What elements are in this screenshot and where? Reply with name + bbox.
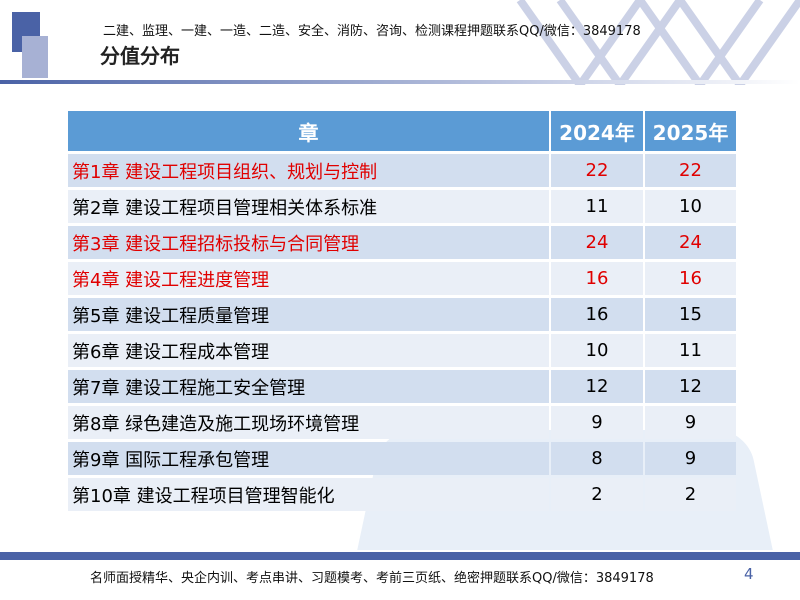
chapter-cell: 第10章 建设工程项目管理智能化	[68, 478, 549, 511]
table-row: 第9章 国际工程承包管理 8 9	[68, 442, 736, 475]
chapter-cell: 第7章 建设工程施工安全管理	[68, 370, 549, 403]
score-2025-cell: 9	[645, 442, 736, 475]
decor-square	[22, 36, 48, 78]
chapter-cell: 第2章 建设工程项目管理相关体系标准	[68, 190, 549, 223]
column-header-chapter: 章	[68, 111, 549, 151]
score-2025-cell: 12	[645, 370, 736, 403]
score-2024-cell: 10	[551, 334, 643, 367]
chapter-cell: 第6章 建设工程成本管理	[68, 334, 549, 367]
table-row: 第2章 建设工程项目管理相关体系标准 11 10	[68, 190, 736, 223]
score-2025-cell: 2	[645, 478, 736, 511]
footer-divider	[0, 552, 800, 560]
table-row: 第3章 建设工程招标投标与合同管理 24 24	[68, 226, 736, 259]
footer-ad-text: 名师面授精华、央企内训、考点串讲、习题模考、考前三页纸、绝密押题联系QQ/微信：…	[90, 571, 654, 586]
table-row: 第5章 建设工程质量管理 16 15	[68, 298, 736, 331]
score-2025-cell: 9	[645, 406, 736, 439]
header-ad-text: 二建、监理、一建、一造、二造、安全、消防、咨询、检测课程押题联系QQ/微信：38…	[103, 24, 641, 39]
score-2024-cell: 16	[551, 298, 643, 331]
header-divider	[0, 80, 800, 84]
score-2024-cell: 22	[551, 154, 643, 187]
column-header-2024: 2024年	[551, 111, 643, 151]
chapter-cell: 第8章 绿色建造及施工现场环境管理	[68, 406, 549, 439]
score-2024-cell: 2	[551, 478, 643, 511]
chapter-cell: 第4章 建设工程进度管理	[68, 262, 549, 295]
table-row: 第4章 建设工程进度管理 16 16	[68, 262, 736, 295]
score-2025-cell: 10	[645, 190, 736, 223]
score-2024-cell: 12	[551, 370, 643, 403]
score-2025-cell: 15	[645, 298, 736, 331]
score-2024-cell: 9	[551, 406, 643, 439]
score-2024-cell: 11	[551, 190, 643, 223]
column-header-2025: 2025年	[645, 111, 736, 151]
decor-lines	[516, 0, 800, 85]
table-row: 第6章 建设工程成本管理 10 11	[68, 334, 736, 367]
chapter-cell: 第5章 建设工程质量管理	[68, 298, 549, 331]
chapter-cell: 第1章 建设工程项目组织、规划与控制	[68, 154, 549, 187]
score-table: 章 2024年 2025年 第1章 建设工程项目组织、规划与控制 22 22 第2章 …	[66, 108, 738, 514]
table-row: 第10章 建设工程项目管理智能化 2 2	[68, 478, 736, 511]
page-number: 4	[744, 565, 754, 583]
table-row: 第1章 建设工程项目组织、规划与控制 22 22	[68, 154, 736, 187]
score-2025-cell: 11	[645, 334, 736, 367]
table-header-row: 章 2024年 2025年	[68, 111, 736, 151]
chapter-cell: 第9章 国际工程承包管理	[68, 442, 549, 475]
score-2024-cell: 16	[551, 262, 643, 295]
table-row: 第7章 建设工程施工安全管理 12 12	[68, 370, 736, 403]
chapter-cell: 第3章 建设工程招标投标与合同管理	[68, 226, 549, 259]
page-title: 分值分布	[100, 44, 180, 68]
score-2024-cell: 24	[551, 226, 643, 259]
score-2024-cell: 8	[551, 442, 643, 475]
score-2025-cell: 22	[645, 154, 736, 187]
table-row: 第8章 绿色建造及施工现场环境管理 9 9	[68, 406, 736, 439]
score-2025-cell: 16	[645, 262, 736, 295]
score-2025-cell: 24	[645, 226, 736, 259]
